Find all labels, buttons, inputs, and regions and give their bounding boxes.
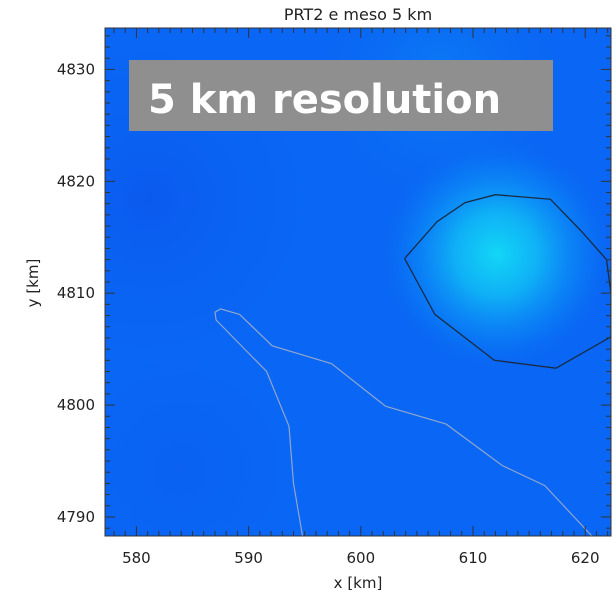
tick-labels: 580 590 600 610 620 4790 4800 4810 4820 4830 — [57, 60, 600, 567]
y-tick-label: 4830 — [57, 60, 95, 78]
y-tick-label: 4820 — [57, 172, 95, 190]
resolution-badge — [129, 60, 553, 131]
x-tick-label: 620 — [571, 549, 600, 567]
y-tick-label: 4810 — [57, 284, 95, 302]
x-tick-label: 590 — [234, 549, 263, 567]
lower-left-contour — [214, 308, 593, 536]
x-tick-label: 580 — [122, 549, 151, 567]
axis-ticks — [105, 28, 611, 536]
y-tick-label: 4800 — [57, 396, 95, 414]
x-tick-label: 600 — [346, 549, 375, 567]
resolution-badge-text: 5 km resolution — [148, 77, 501, 123]
y-axis-label: y [km] — [24, 259, 42, 308]
x-tick-label: 610 — [459, 549, 488, 567]
chart-title: PRT2 e meso 5 km — [284, 5, 432, 24]
y-tick-label: 4790 — [57, 508, 95, 526]
x-axis-label: x [km] — [334, 574, 383, 592]
